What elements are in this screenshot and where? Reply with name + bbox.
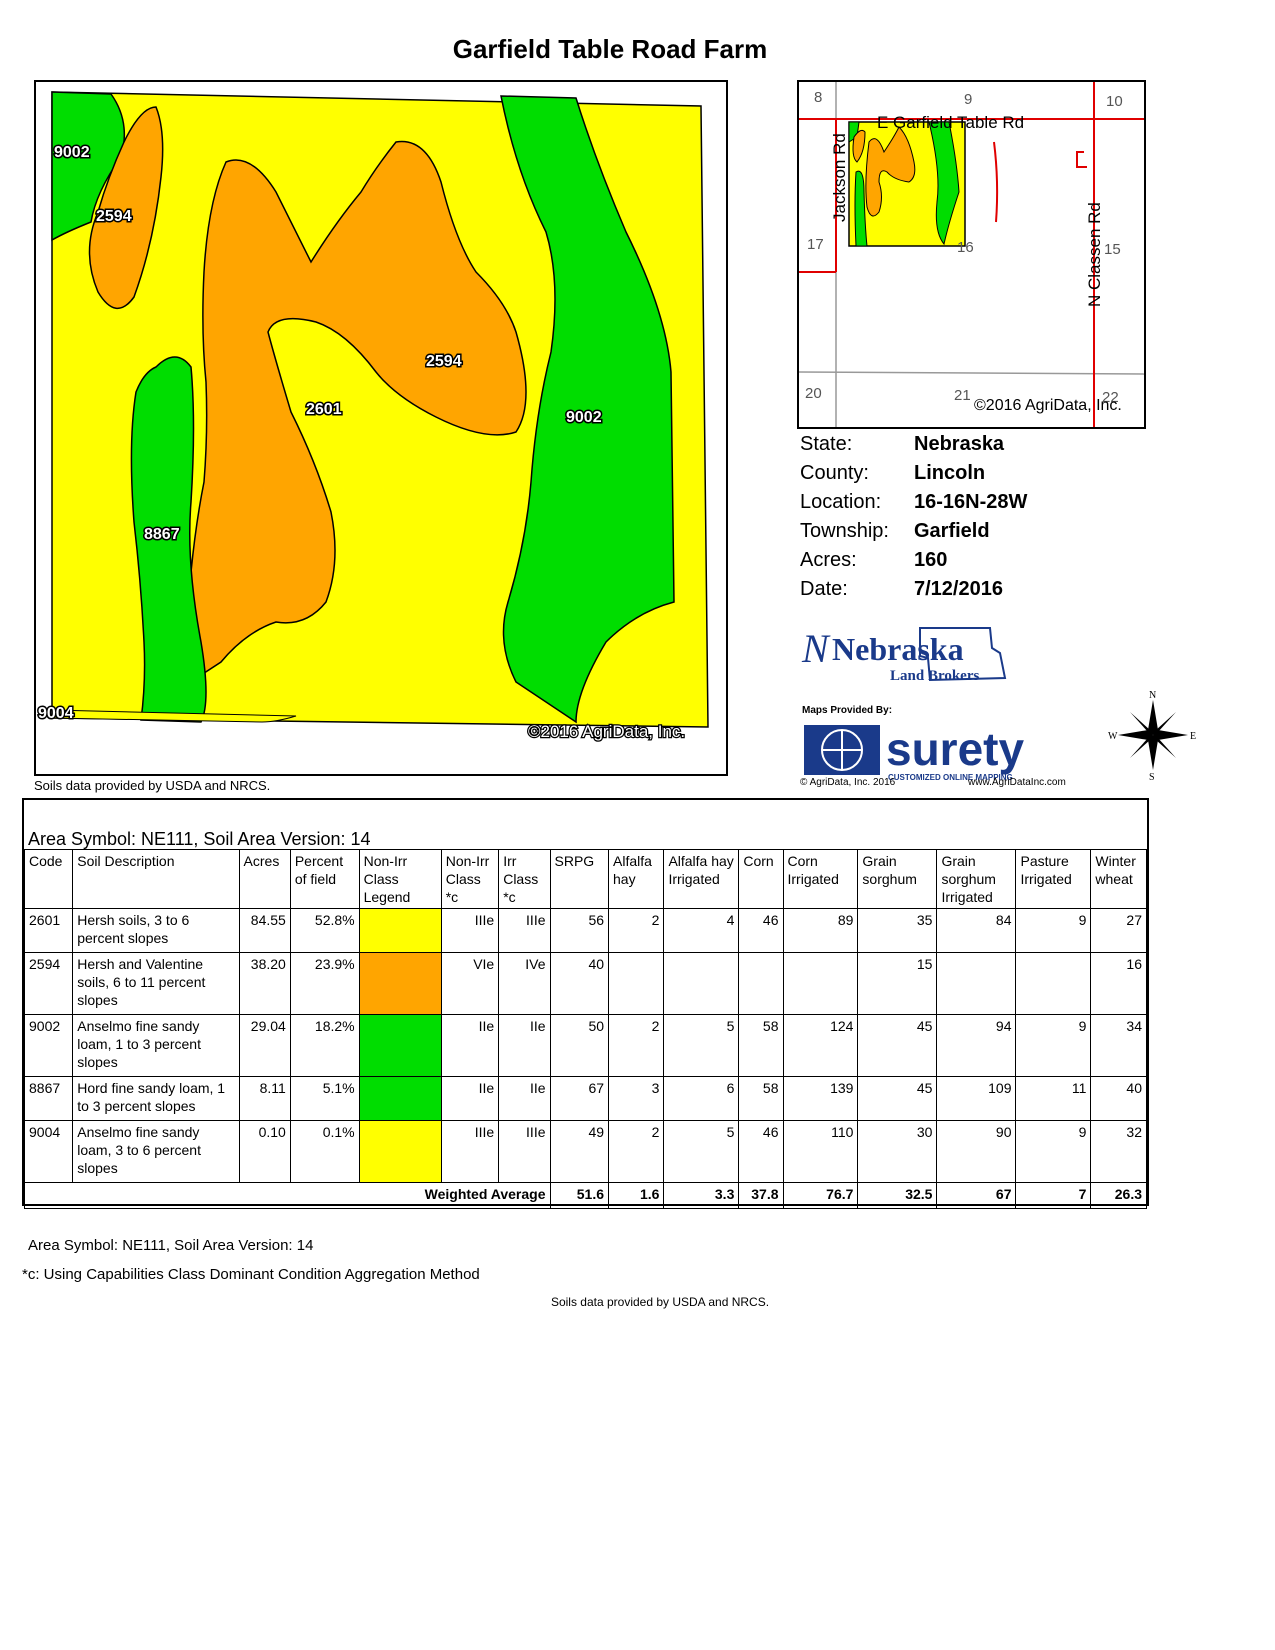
soils-credit: Soils data provided by USDA and NRCS.: [34, 778, 271, 793]
col-winter-wheat: Winter wheat: [1090, 849, 1147, 909]
road-label-jackson: Jackson Rd: [830, 133, 849, 222]
soil-table: Code Soil Description Acres Percent of f…: [23, 849, 1147, 1209]
surety-copyright: © AgriData, Inc. 2016: [800, 777, 896, 788]
col-nonirr-class: Non-Irr Class *c: [440, 849, 500, 909]
section-label-8: 8: [814, 89, 822, 106]
compass-e: E: [1190, 731, 1196, 742]
compass-n: N: [1149, 690, 1156, 701]
section-label-16: 16: [957, 239, 974, 256]
table-header-row: Code Soil Description Acres Percent of f…: [23, 849, 1147, 909]
soil-polygon-2594-left: [88, 106, 164, 309]
info-row-state: State: Nebraska: [800, 433, 1005, 455]
inset-map: 8 9 10 17 15 16 20 21 22 E Garfield Tabl…: [797, 80, 1146, 429]
col-corn-irr: Corn Irrigated: [782, 849, 859, 909]
info-row-acres: Acres: 160: [800, 549, 948, 571]
col-grain-sorghum: Grain sorghum: [857, 849, 938, 909]
table-row: 2594 Hersh and Valentine soils, 6 to 11 …: [23, 952, 1147, 1015]
property-info: State: Nebraska County: Lincoln Location: 1…: [800, 430, 1027, 604]
section-label-21: 21: [954, 387, 971, 404]
nlb-subtitle: Land Brokers: [890, 668, 979, 684]
soil-polygon-2594-center: [190, 140, 527, 679]
col-acres: Acres: [238, 849, 291, 909]
table-row: 8867 Hord fine sandy loam, 1 to 3 percen…: [23, 1076, 1147, 1121]
footer-credit: Soils data provided by USDA and NRCS.: [550, 1295, 770, 1309]
info-row-date: Date: 7/12/2016: [800, 578, 1003, 600]
road-label-garfield-table: E Garfield Table Rd: [877, 113, 1024, 132]
svg-text:N: N: [801, 626, 831, 671]
inset-map-canvas: 8 9 10 17 15 16 20 21 22 E Garfield Tabl…: [799, 82, 1144, 427]
soil-map-canvas: [36, 82, 726, 774]
map-copyright: ©2016 AgriData, Inc.: [528, 722, 685, 741]
compass-s: S: [1149, 772, 1155, 780]
legend-swatch: [358, 1014, 442, 1077]
table-area-header: Area Symbol: NE111, Soil Area Version: 1…: [28, 829, 371, 849]
soil-table-container: Area Symbol: NE111, Soil Area Version: 1…: [22, 798, 1149, 1209]
surety-url: www.AgriDataInc.com: [968, 777, 1066, 788]
map-label-2594-left: 2594: [96, 208, 132, 225]
page-title: Garfield Table Road Farm: [452, 34, 768, 64]
legend-swatch: [358, 908, 442, 953]
footer-area-symbol: Area Symbol: NE111, Soil Area Version: 1…: [28, 1237, 314, 1254]
soil-polygon-9002-right: [500, 95, 675, 724]
table-row: 2601 Hersh soils, 3 to 6 percent slopes …: [23, 908, 1147, 953]
map-label-9002-right: 9002: [566, 409, 602, 426]
section-label-17: 17: [807, 236, 824, 253]
col-code: Code: [23, 849, 74, 909]
surety-logo: Maps Provided By: surety CUSTOMIZED ONLI…: [800, 705, 1090, 793]
weighted-average-row: Weighted Average 51.6 1.6 3.3 37.8 76.7 …: [24, 1182, 1147, 1209]
col-nonirr-legend: Non-Irr Class Legend: [358, 849, 442, 909]
col-grain-sorghum-irr: Grain sorghum Irrigated: [936, 849, 1017, 909]
col-alfalfa-irr: Alfalfa hay Irrigated: [663, 849, 740, 909]
section-label-10: 10: [1106, 93, 1123, 110]
col-irr-class: Irr Class *c: [498, 849, 551, 909]
nebraska-land-brokers-logo: N Nebraska Land Brokers: [800, 618, 1012, 694]
inset-copyright: ©2016 AgriData, Inc.: [974, 397, 1122, 414]
soil-polygon-9004: [51, 709, 297, 723]
col-corn: Corn: [738, 849, 784, 909]
soil-polygon-9002-topleft: [51, 91, 126, 242]
soil-polygon-8867: [130, 356, 207, 723]
col-srpg: SRPG: [549, 849, 610, 909]
maps-provided-by: Maps Provided By:: [802, 705, 893, 716]
compass-w: W: [1108, 731, 1118, 742]
soil-map: 9002 2594 2601 2594 9002 8867 9004 ©2016…: [34, 80, 728, 776]
section-label-9: 9: [964, 91, 972, 108]
section-label-20: 20: [805, 385, 822, 402]
map-label-8867: 8867: [144, 526, 180, 543]
map-label-2594-center: 2594: [426, 353, 462, 370]
nlb-title: Nebraska: [832, 631, 964, 667]
surety-name: surety: [886, 723, 1024, 775]
legend-swatch: [358, 1120, 442, 1183]
info-row-township: Township: Garfield: [800, 520, 990, 542]
map-label-9004: 9004: [38, 705, 74, 722]
road-label-classen: N Classen Rd: [1085, 202, 1104, 307]
col-alfalfa: Alfalfa hay: [608, 849, 665, 909]
section-label-15: 15: [1104, 241, 1121, 258]
map-label-2601: 2601: [306, 401, 342, 418]
compass-rose-icon: N S E W: [1108, 690, 1198, 783]
info-row-county: County: Lincoln: [800, 462, 986, 484]
table-row: 9004 Anselmo fine sandy loam, 3 to 6 per…: [23, 1120, 1147, 1183]
soil-map-labels: 9002 2594 2601 2594 9002 8867 9004 ©2016…: [37, 143, 687, 743]
legend-swatch: [358, 952, 442, 1015]
info-row-location: Location: 16-16N-28W: [800, 491, 1028, 513]
legend-swatch: [358, 1076, 442, 1121]
col-pasture-irr: Pasture Irrigated: [1015, 849, 1092, 909]
table-row: 9002 Anselmo fine sandy loam, 1 to 3 per…: [23, 1014, 1147, 1077]
surety-tagline: CUSTOMIZED ONLINE MAPPING: [888, 773, 1013, 782]
footer-note: *c: Using Capabilities Class Dominant Co…: [22, 1266, 480, 1283]
section-label-22: 22: [1102, 389, 1119, 406]
col-percent: Percent of field: [289, 849, 360, 909]
map-label-9002-topleft: 9002: [54, 144, 90, 161]
col-soil-description: Soil Description: [72, 849, 240, 909]
